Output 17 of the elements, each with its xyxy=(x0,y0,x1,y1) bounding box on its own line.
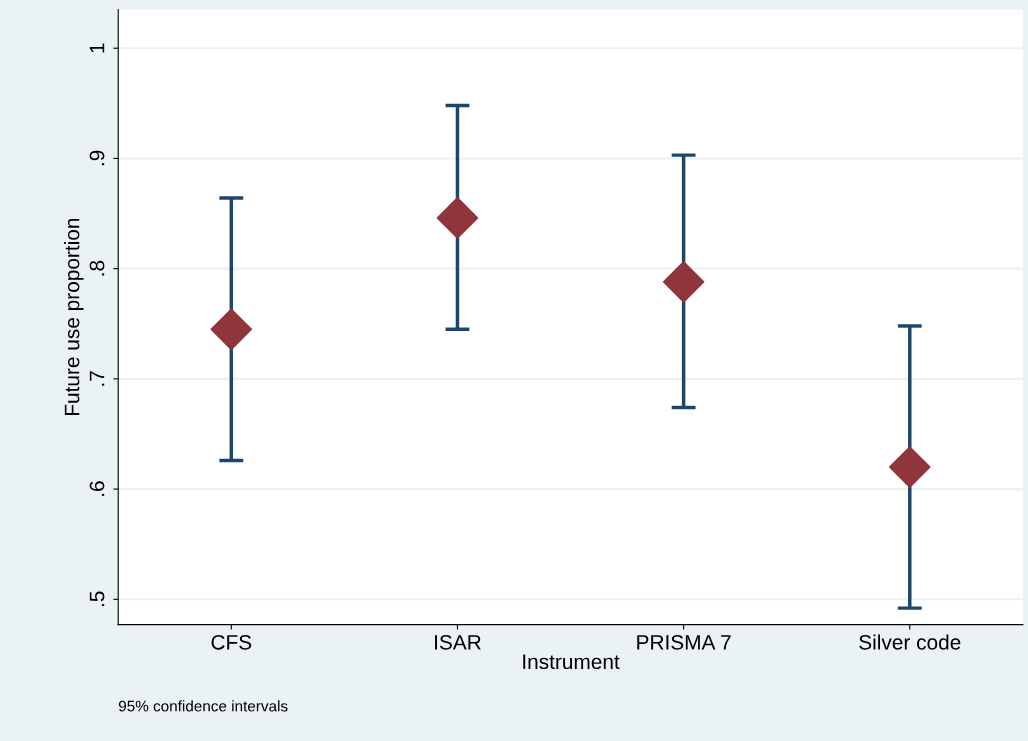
y-tick-label: 1 xyxy=(89,43,105,53)
point xyxy=(436,197,479,239)
text: 95% confidence intervals xyxy=(118,700,288,712)
y-tick-label: .9 xyxy=(89,150,105,166)
x-tick-label: CFS xyxy=(211,634,252,650)
point xyxy=(662,261,705,303)
x-axis-title: Instrument xyxy=(523,654,620,670)
y-tick-label: .6 xyxy=(89,481,105,496)
point xyxy=(888,446,931,488)
x-tick-label: ISAR xyxy=(435,634,481,650)
y-axis-title: Future use proportion xyxy=(64,218,84,416)
x-tick-label: PRISMA 7 xyxy=(637,634,731,650)
y-tick-label: .7 xyxy=(89,371,105,386)
point xyxy=(210,308,253,351)
y-tick-label: .5 xyxy=(89,591,105,607)
x-tick-label: Silver code xyxy=(859,634,961,650)
y-tick-label: .8 xyxy=(89,260,105,276)
